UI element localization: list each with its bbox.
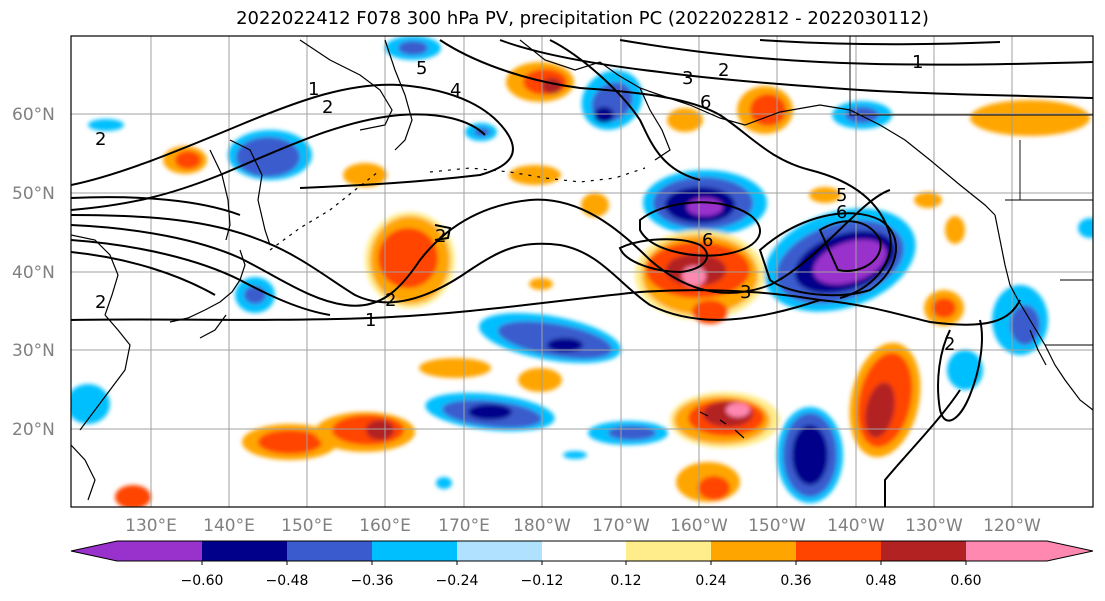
contour-label: 5 [836,185,847,206]
lon-label: 160°E [359,516,411,536]
contour-label: 1 [912,52,923,73]
colorbar-tick-label: 0.48 [865,573,896,589]
colorbar-tick-label: −0.24 [436,573,479,589]
lon-label: 140°W [827,516,885,536]
lat-label: 30°N [12,341,55,361]
lon-label: 150°W [748,516,806,536]
colorbar-segment [881,541,966,561]
negative-anomaly [764,208,916,312]
colorbar-tick-label: 0.24 [695,573,726,589]
lat-label: 50°N [12,184,55,204]
coastlines [71,36,1093,501]
contour-label: 3 [682,68,693,89]
lon-label: 160°W [670,516,728,536]
lon-label: 180°W [513,516,571,536]
colorbar-tick-label: 0.12 [610,573,641,589]
colorbar-tick-label: −0.36 [351,573,394,589]
latitude-labels: 60°N 50°N 40°N 30°N 20°N [12,105,55,440]
map-frame [70,35,1094,508]
map-gridlines [71,36,1093,507]
lon-label: 170°E [438,516,490,536]
positive-anomaly [115,278,562,507]
colorbar-tick-label: −0.48 [266,573,309,589]
colorbar-segment [287,541,372,561]
contour-label: 6 [700,92,711,113]
colorbar-tick-label: −0.60 [181,573,224,589]
colorbar-tick-label: 0.60 [950,573,981,589]
contour-label: 2 [944,334,955,355]
lon-label: 130°E [125,516,177,536]
colorbar-segment [796,541,881,561]
contour-label: 2 [95,292,106,313]
positive-anomaly [670,392,780,502]
contour-label: 3 [740,282,751,303]
colorbar: −0.60 −0.48 −0.36 −0.24 −0.12 0.12 0.24 … [70,540,1094,589]
colorbar-segment [542,541,626,561]
negative-anomaly [71,218,1093,424]
contour-label: 6 [702,230,713,251]
lon-label: 130°W [905,516,963,536]
colorbar-segment [966,541,1047,561]
lat-label: 40°N [12,263,55,283]
lon-label: 140°E [203,516,255,536]
contour-label: 6 [836,202,847,223]
colorbar-tick-label: −0.12 [521,573,564,589]
colorbar-segment [457,541,542,561]
colorbar-extend-low [71,541,117,561]
chart-title: 2022022412 F078 300 hPa PV, precipitatio… [236,8,929,29]
pv-contour-labels: 1 2 4 5 2 3 6 6 5 2 3 2 2 1 2 6 2 1 [95,52,955,355]
colorbar-segment [711,541,796,561]
contour-label: 2 [385,290,396,311]
contour-label: 5 [416,58,427,79]
colorbar-tick-label: 0.36 [780,573,811,589]
lon-label: 150°E [281,516,333,536]
colorbar-extend-high [1047,541,1093,561]
contour-label: 1 [308,79,319,100]
contour-label: 2 [95,129,106,150]
lat-label: 60°N [12,105,55,125]
colorbar-segment [626,541,711,561]
colorbar-segment [372,541,457,561]
contour-label: 1 [365,310,376,331]
contour-label: 2 [718,60,729,81]
positive-anomaly [365,212,455,308]
colorbar-segment [202,541,287,561]
colorbar-segment [117,541,202,561]
contour-label: 4 [450,80,461,101]
lon-label: 170°W [592,516,650,536]
negative-anomaly [478,312,622,364]
pv-contours [71,39,1093,507]
lat-label: 20°N [12,420,55,440]
colorbar-outline [70,540,1094,562]
contour-label: 2 [435,226,446,247]
longitude-labels: 130°E 140°E 150°E 160°E 170°E 180°W 170°… [125,516,1041,536]
negative-anomaly [777,407,843,503]
positive-anomaly [163,62,1090,217]
lon-label: 120°W [983,516,1041,536]
contour-label: 2 [322,97,333,118]
